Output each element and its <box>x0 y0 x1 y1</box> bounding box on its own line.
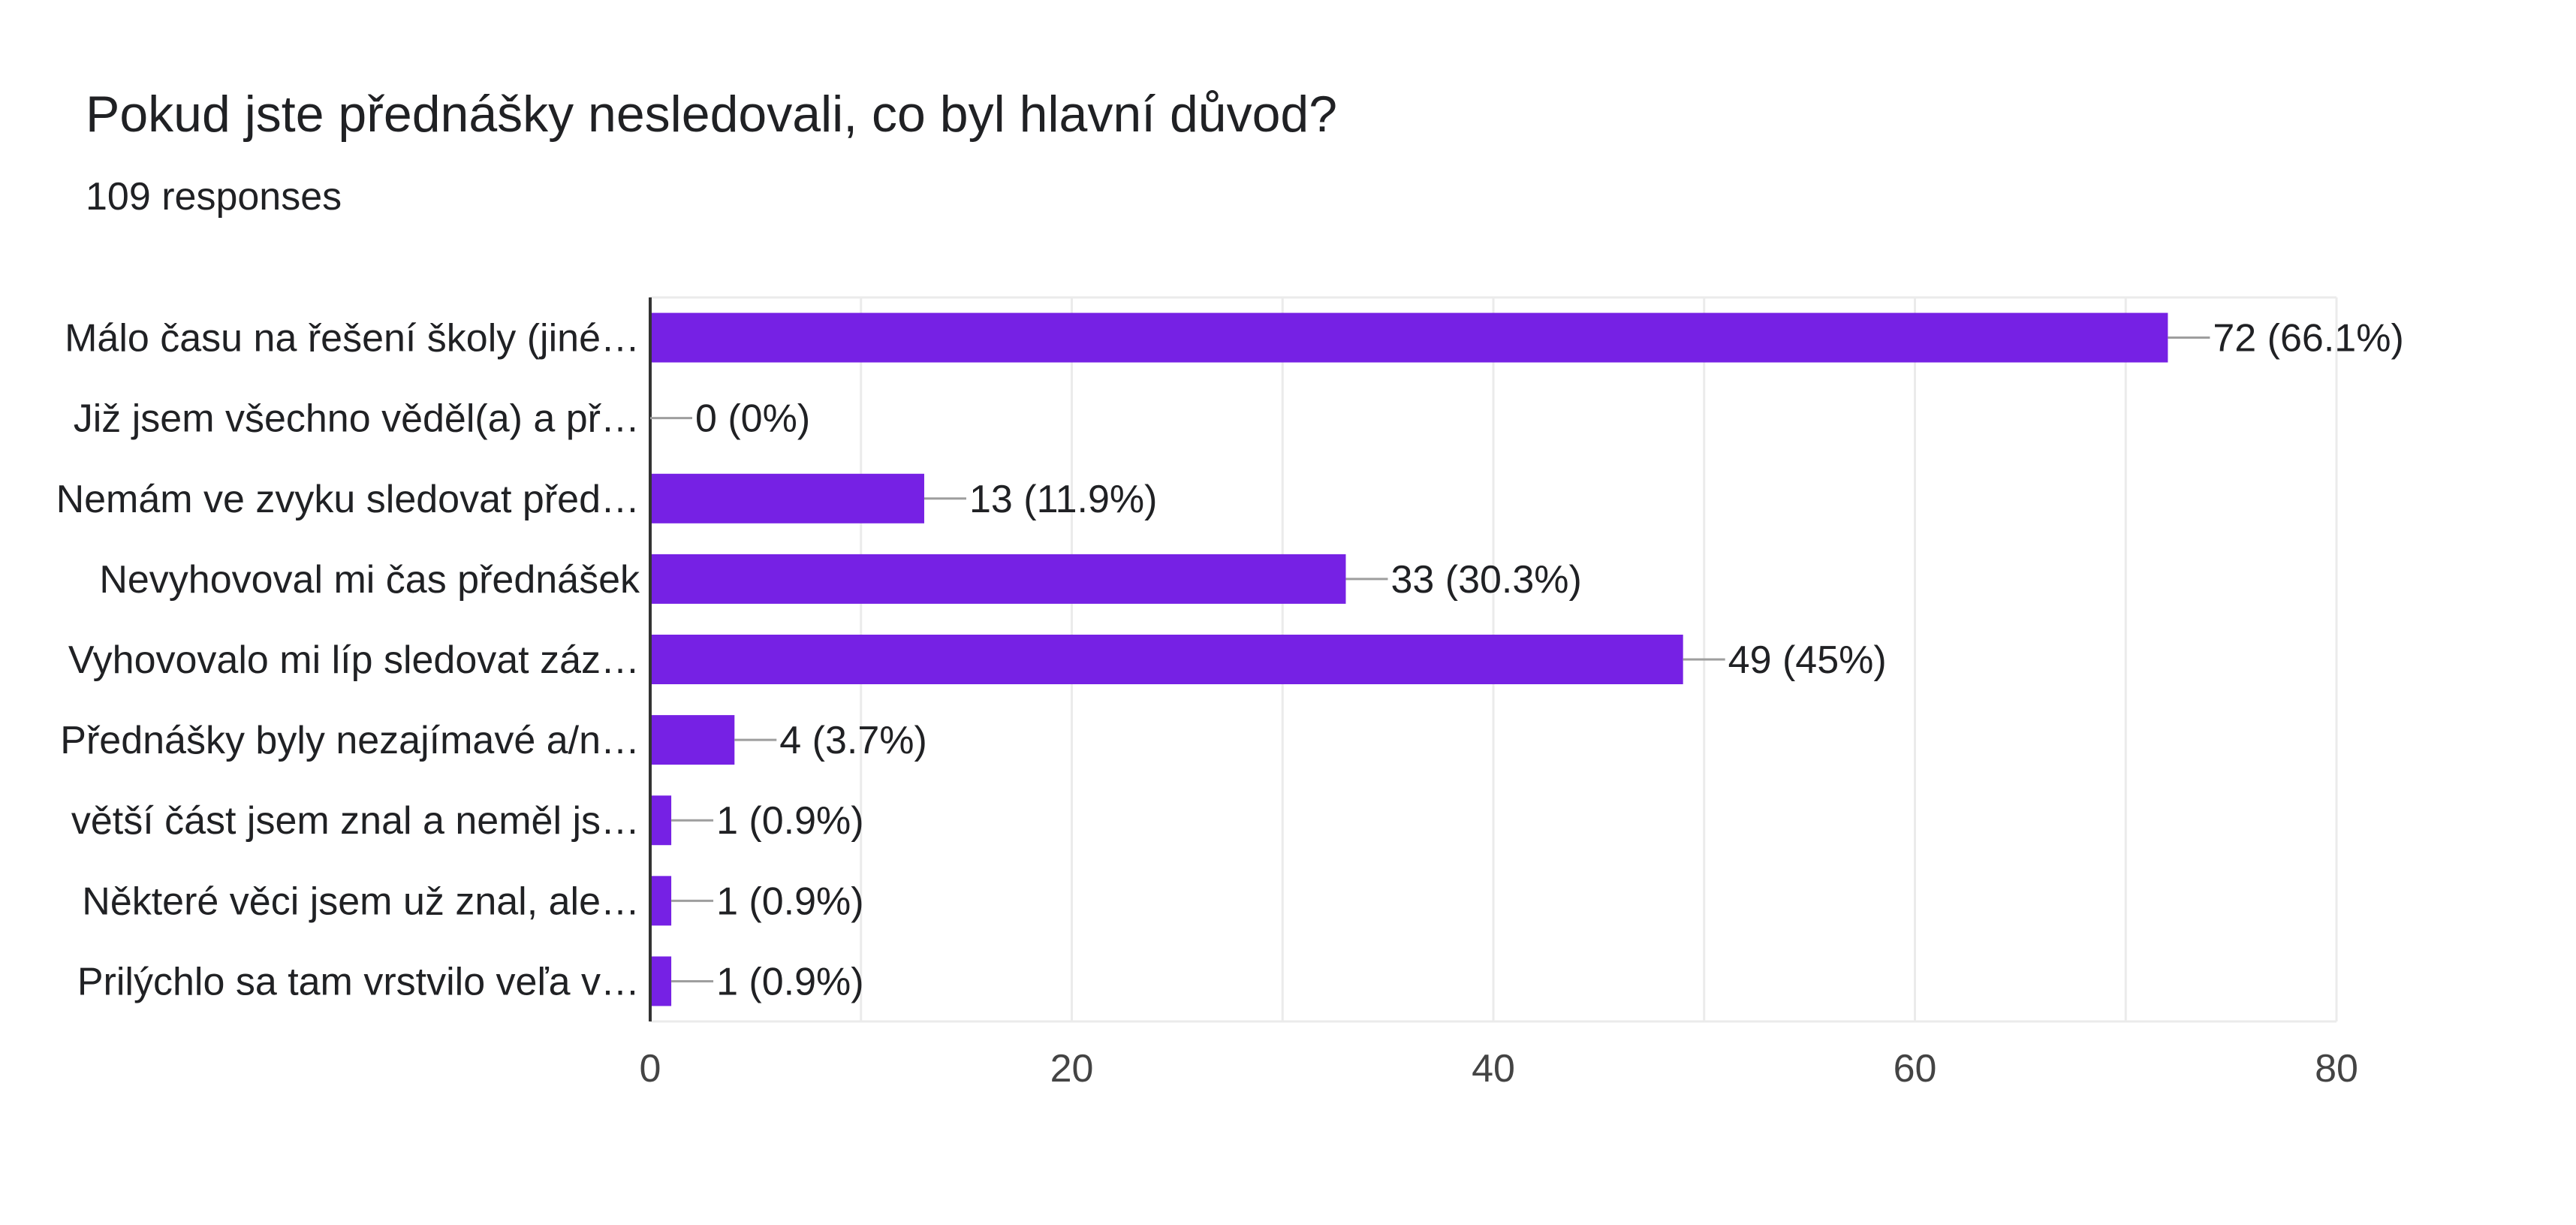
data-label: 0 (0%) <box>695 397 810 441</box>
data-label: 1 (0.9%) <box>716 799 864 843</box>
chart-title: Pokud jste přednášky nesledovali, co byl… <box>86 86 1338 143</box>
category-label: Málo času na řešení školy (jiné… <box>65 317 640 361</box>
category-label: Nemám ve zvyku sledovat před… <box>56 478 640 521</box>
category-label: Vyhovovalo mi líp sledovat záz… <box>68 638 640 682</box>
bar <box>650 715 735 765</box>
x-tick-label: 60 <box>1894 1047 1937 1091</box>
category-label: Některé věci jsem už znal, ale… <box>82 880 640 923</box>
bar <box>650 876 672 926</box>
bar <box>650 795 672 846</box>
x-tick-label: 0 <box>640 1047 661 1091</box>
category-label: Nevyhovoval mi čas přednášek <box>99 558 640 602</box>
category-label: Již jsem všechno věděl(a) a př… <box>74 397 640 441</box>
data-label: 4 (3.7%) <box>779 719 927 762</box>
response-count: 109 responses <box>86 175 342 219</box>
data-label: 72 (66.1%) <box>2213 317 2403 361</box>
bar <box>650 956 672 1006</box>
data-label: 1 (0.9%) <box>716 960 864 1003</box>
data-label: 33 (30.3%) <box>1390 558 1581 602</box>
bar <box>650 635 1683 684</box>
bar <box>650 473 924 523</box>
x-tick-label: 20 <box>1050 1047 1094 1091</box>
category-label: větší část jsem znal a neměl js… <box>71 799 640 843</box>
bar <box>650 554 1346 604</box>
category-label: Přednášky byly nezajímavé a/n… <box>60 719 640 762</box>
data-label: 49 (45%) <box>1728 638 1887 682</box>
x-tick-label: 40 <box>1472 1047 1515 1091</box>
data-label: 13 (11.9%) <box>969 478 1158 521</box>
data-label: 1 (0.9%) <box>716 880 864 923</box>
category-label: Prilýchlo sa tam vrstvilo veľa v… <box>77 960 640 1003</box>
x-tick-label: 80 <box>2315 1047 2358 1091</box>
bar <box>650 312 2168 363</box>
